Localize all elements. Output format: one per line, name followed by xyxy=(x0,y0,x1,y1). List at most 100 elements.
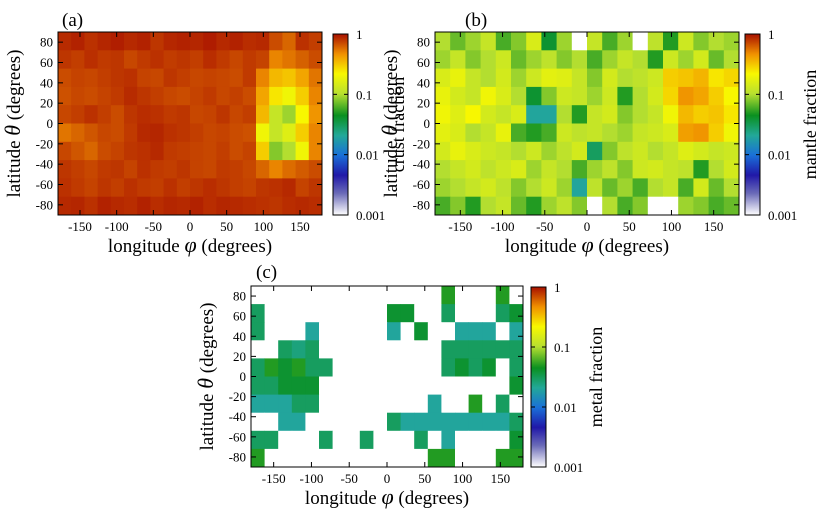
heatmap-cell xyxy=(291,376,306,395)
heatmap-cell xyxy=(332,304,347,323)
heatmap-cell xyxy=(278,376,293,395)
heatmap-cell xyxy=(176,178,191,198)
heatmap-cell xyxy=(242,50,257,69)
heatmap-cell xyxy=(441,376,456,395)
heatmap-cell xyxy=(264,430,279,450)
heatmap-cell xyxy=(295,105,310,124)
heatmap-cell xyxy=(229,123,244,143)
heatmap-cell xyxy=(441,430,456,450)
heatmap-cell xyxy=(455,430,469,450)
heatmap-cell xyxy=(264,340,279,359)
heatmap-cell xyxy=(278,448,293,468)
heatmap-cell xyxy=(278,394,293,414)
heatmap-cell xyxy=(526,123,542,143)
heatmap-cell xyxy=(332,322,347,341)
heatmap-cell xyxy=(602,160,618,179)
heatmap-cell xyxy=(229,50,244,69)
heatmap-cell xyxy=(264,394,279,414)
heatmap-cell xyxy=(251,394,265,414)
heatmap-cell xyxy=(264,322,279,341)
y-tick-label: 60 xyxy=(417,55,430,70)
heatmap-cell xyxy=(414,430,429,450)
heatmap-cell xyxy=(427,430,442,450)
heatmap-cell xyxy=(84,123,98,143)
heatmap-cell xyxy=(495,50,512,69)
heatmap-cell xyxy=(441,358,456,377)
heatmap-cell xyxy=(495,86,512,106)
heatmap-cell xyxy=(571,141,588,161)
heatmap-cell xyxy=(269,50,283,69)
heatmap-cell xyxy=(150,50,164,69)
heatmap-cell xyxy=(526,50,542,69)
heatmap-cell xyxy=(632,123,649,143)
heatmap-cell xyxy=(308,196,323,216)
heatmap-cell xyxy=(509,322,524,341)
heatmap-cell xyxy=(110,141,125,161)
heatmap-cell xyxy=(723,68,740,88)
heatmap-cell xyxy=(509,430,524,450)
colorbar-tick-label: 0.1 xyxy=(356,87,372,102)
heatmap-cell xyxy=(708,86,725,106)
heatmap-cell xyxy=(256,178,270,198)
heatmap-cell xyxy=(482,412,497,432)
heatmap-cell xyxy=(124,86,138,106)
heatmap-cell xyxy=(468,286,483,305)
y-tick-label: 40 xyxy=(417,75,430,90)
heatmap-cell xyxy=(556,68,573,88)
panel-b: -150 -100 -50 0 50 100 150 80 60 40 20 0 -20 -40 -60 -8… xyxy=(377,10,820,257)
heatmap-cell xyxy=(647,105,664,124)
x-tick-label: -150 xyxy=(262,471,286,486)
heatmap-cell xyxy=(468,304,483,323)
heatmap-cell xyxy=(110,123,125,143)
heatmap-cell xyxy=(693,105,709,124)
x-tick-label: -150 xyxy=(448,219,472,234)
heatmap-cell xyxy=(450,178,466,198)
heatmap-cell xyxy=(163,86,178,106)
heatmap-cell xyxy=(58,105,72,124)
heatmap-cell xyxy=(723,123,740,143)
heatmap-cell xyxy=(124,178,138,198)
heatmap-cell xyxy=(387,448,401,468)
heatmap-cell xyxy=(58,123,72,143)
heatmap-cell xyxy=(190,86,204,106)
heatmap-cell xyxy=(450,141,466,161)
heatmap-cell xyxy=(58,86,72,106)
heatmap-cell xyxy=(480,123,497,143)
heatmap-cell xyxy=(387,304,401,323)
heatmap-cell xyxy=(124,141,138,161)
heatmap-cell xyxy=(441,448,456,468)
x-tick-label: -50 xyxy=(536,219,553,234)
heatmap-cell xyxy=(176,160,191,179)
heatmap-cell xyxy=(264,376,279,395)
heatmap-cell xyxy=(291,340,306,359)
heatmap-cell xyxy=(663,196,679,216)
heatmap-cell xyxy=(137,105,151,124)
colorbar-tick-label: 0.001 xyxy=(554,460,583,475)
heatmap-cell xyxy=(256,105,270,124)
heatmap-cell xyxy=(71,50,85,69)
heatmap-cell xyxy=(203,86,217,106)
heatmap-cell xyxy=(482,358,497,377)
heatmap-cell xyxy=(150,105,164,124)
heatmap-cell xyxy=(359,286,374,305)
heatmap-cell xyxy=(216,68,230,88)
heatmap-cell xyxy=(414,322,429,341)
heatmap-cell xyxy=(282,105,296,124)
heatmap-cell xyxy=(332,430,347,450)
heatmap-cell xyxy=(482,340,497,359)
heatmap-cell xyxy=(163,196,178,216)
heatmap-cell xyxy=(97,160,112,179)
heatmap-cell xyxy=(110,160,125,179)
heatmap-cell xyxy=(693,50,709,69)
heatmap-cell xyxy=(163,68,178,88)
heatmap-cell xyxy=(495,340,510,359)
heatmap-cell xyxy=(450,105,466,124)
heatmap-cell xyxy=(465,105,481,124)
heatmap-cell xyxy=(308,68,323,88)
heatmap-cell xyxy=(455,448,469,468)
heatmap-cell xyxy=(229,105,244,124)
heatmap-cell xyxy=(319,286,333,305)
heatmap-cell xyxy=(617,123,633,143)
heatmap-cell xyxy=(278,304,293,323)
heatmap-cell xyxy=(319,448,333,468)
